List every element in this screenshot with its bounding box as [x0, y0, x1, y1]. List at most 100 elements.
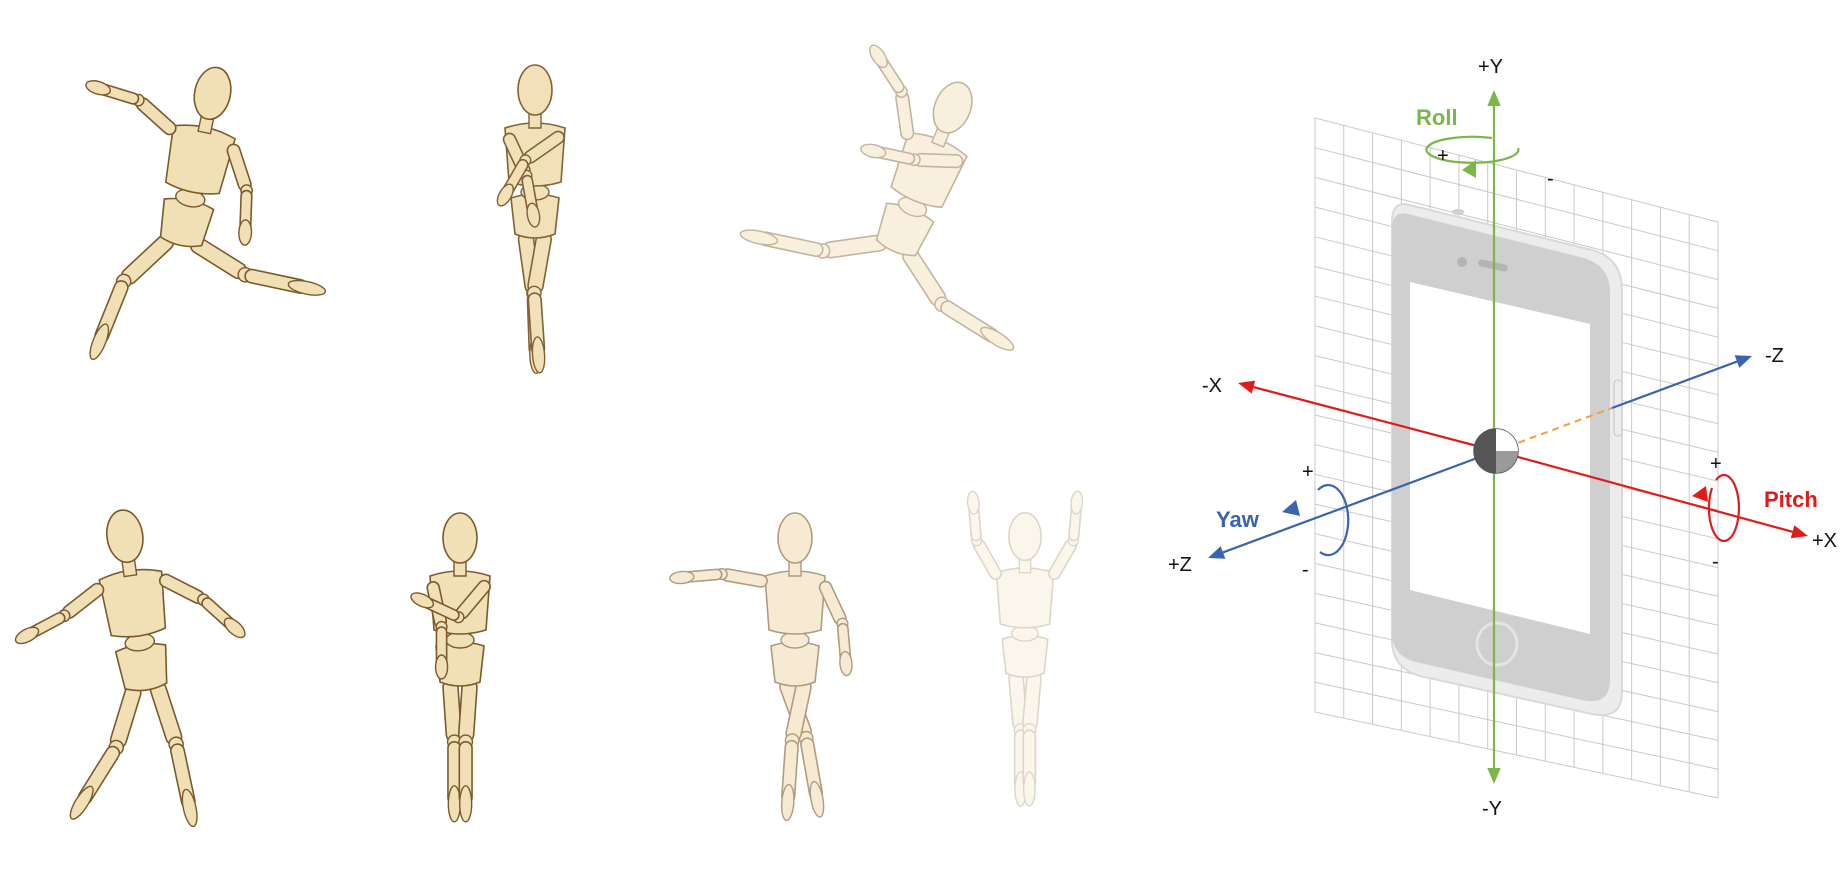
mannequin-extremity [866, 42, 890, 70]
pitch-rotation-arrow [1707, 473, 1741, 543]
mannequin-limb [900, 245, 949, 308]
mannequin-extremity [221, 615, 248, 641]
mannequin-limb [914, 153, 963, 167]
mannequin-torso [997, 568, 1054, 628]
mannequin-limb [968, 502, 981, 541]
mannequin-head [778, 513, 812, 563]
wooden-mannequin-icon [30, 41, 367, 404]
mannequin-extremity [460, 786, 472, 822]
mannequin-joint [814, 243, 831, 259]
wooden-mannequin-icon [967, 491, 1084, 806]
yaw-label: Yaw [1216, 507, 1260, 532]
grid-line [1314, 711, 1719, 799]
mannequin-pelvis [1002, 635, 1048, 677]
grid-line [1314, 681, 1719, 770]
mannequin-extremity [409, 590, 436, 611]
wooden-mannequin-icon [494, 65, 566, 374]
roll-plus-sign: + [1437, 145, 1449, 167]
mannequin-extremity [781, 784, 795, 821]
wooden-mannequin-icon [669, 513, 853, 821]
roll-label: Roll [1416, 105, 1458, 130]
mannequin-limb [972, 538, 1004, 582]
pos-z-axis-line [1222, 449, 1497, 554]
mannequin-limb [109, 683, 143, 750]
neg-z-axis-arrowhead [1734, 355, 1752, 368]
neg-y-axis-arrowhead [1487, 768, 1501, 784]
home-button [1475, 621, 1519, 667]
mannequin-limb [1015, 730, 1027, 789]
mannequin-head [190, 64, 236, 123]
mannequin-extremity [839, 651, 853, 676]
mannequin-extremity [967, 491, 980, 515]
mannequin-pelvis [871, 199, 935, 261]
mannequin-limb [822, 234, 889, 259]
neg-x-label: -X [1202, 375, 1222, 397]
mannequin-head [104, 508, 147, 565]
wooden-mannequin-icon [409, 513, 493, 822]
neg-x-axis-line [1253, 386, 1497, 453]
mannequin-limb [758, 231, 824, 258]
mannequin-limb [938, 299, 1000, 345]
mannequin-extremity [1015, 772, 1026, 806]
mannequin-extremity [860, 142, 887, 160]
mannequin-extremity [1070, 491, 1083, 515]
yaw-rotation-arrow [1317, 483, 1350, 557]
mannequin-extremity [84, 78, 112, 97]
roll-rotation-arrow [1425, 135, 1520, 164]
yaw-minus-sign: - [1302, 559, 1309, 581]
mannequin-extremity [180, 788, 200, 828]
mannequin-limb [149, 680, 184, 747]
mannequin-torso [98, 566, 170, 640]
origin-marker [1473, 428, 1519, 474]
pos-y-label: +Y [1478, 56, 1503, 78]
front-camera [1457, 257, 1467, 267]
mannequin-head [443, 513, 477, 563]
mannequin-neck [932, 127, 950, 147]
yaw-arrowhead [1282, 500, 1300, 516]
speaker-grille [1478, 259, 1508, 272]
mannequin-extremity [494, 182, 516, 209]
pos-x-axis-line [1495, 449, 1793, 533]
pitch-minus-sign: - [1712, 551, 1719, 573]
mannequin-waist [896, 194, 930, 221]
neg-z-axis-hidden [1495, 407, 1613, 452]
wooden-mannequin-icon [735, 21, 1101, 355]
mannequin-head [518, 65, 552, 115]
mannequin-limb [1022, 671, 1041, 731]
mannequin-joint [1067, 534, 1080, 547]
mannequin-group [0, 21, 1102, 848]
mannequin-torso [886, 128, 969, 213]
mannequin-extremity [13, 624, 41, 647]
mannequin-extremity [978, 323, 1017, 354]
grid-line [1314, 147, 1719, 252]
mannequin-torso [161, 121, 236, 199]
rotation-indicators [1282, 135, 1741, 557]
pitch-plus-sign: + [1710, 453, 1722, 475]
roll-minus-sign: - [1547, 168, 1554, 190]
mannequin-extremity [86, 322, 112, 362]
mannequin-limb [1047, 538, 1079, 582]
mannequin-extremity [739, 227, 779, 247]
mannequin-limb [1069, 502, 1082, 541]
grid-line [1314, 117, 1719, 223]
mannequin-limb [1008, 671, 1027, 731]
mannequin-extremity [525, 202, 541, 228]
mannequin-limb [872, 146, 915, 165]
device-axes-diagram: +Y -Y -X +X -Z +Z Roll + - Pitch + - Yaw… [1168, 56, 1837, 820]
neg-z-axis-line [1611, 360, 1738, 410]
mannequin-waist [1012, 626, 1039, 641]
neg-z-label: -Z [1765, 345, 1784, 367]
pos-x-label: +X [1812, 530, 1837, 552]
pos-z-label: +Z [1168, 554, 1192, 576]
top-sensor [1452, 209, 1464, 215]
pos-y-axis-arrowhead [1487, 90, 1501, 106]
mannequin-extremity [436, 655, 448, 679]
mannequin-joint [970, 534, 983, 547]
mannequin-joint [934, 296, 950, 313]
mannequin-neck [1019, 558, 1030, 573]
mannequin-joint [1013, 723, 1028, 738]
pitch-label: Pitch [1764, 487, 1818, 512]
mannequin-limb [1023, 730, 1035, 789]
pos-z-axis-arrowhead [1208, 546, 1226, 559]
